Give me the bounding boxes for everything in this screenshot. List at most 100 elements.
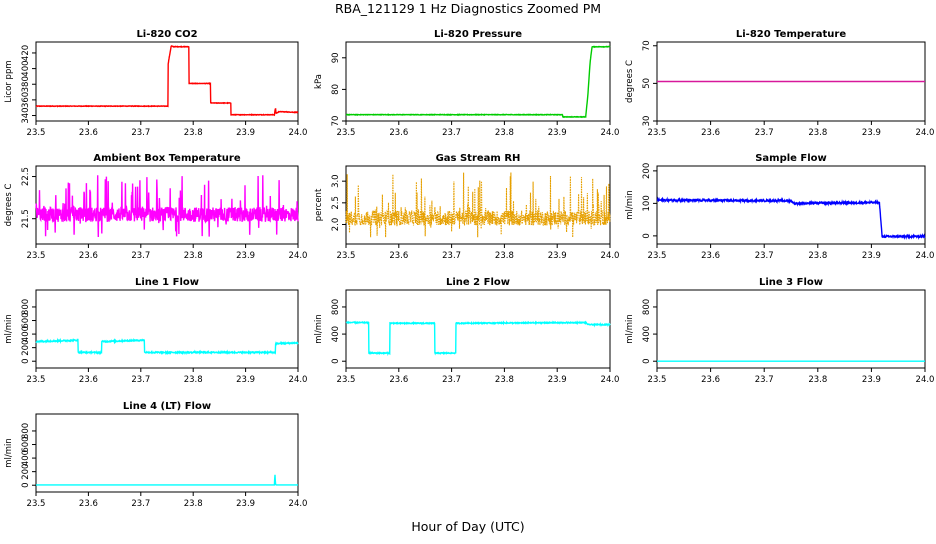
y-tick-label: 90 [331,52,341,63]
x-tick-label: 24.0 [916,375,935,385]
x-tick-label: 23.6 [389,375,408,385]
y-tick-label: 0 [642,233,652,238]
x-tick-label: 23.7 [131,499,150,509]
chart-title: Li-820 Pressure [434,29,522,40]
x-tick-label: 23.5 [337,375,356,385]
x-tick-label: 23.5 [648,251,667,261]
x-tick-label: 24.0 [601,375,620,385]
chart-panel: Sample Flow ml/min 23.5 23.6 23.7 23.8 23.9 24.… [625,153,934,261]
x-tick-label: 23.5 [648,375,667,385]
chart-panel: Li-820 Temperature degrees C 23.5 23.6 23.7 2… [625,29,934,138]
y-tick-label: 30 [642,116,652,127]
series-line [35,337,299,356]
y-tick-label: 800 [331,299,341,315]
x-tick-label: 23.6 [79,375,98,385]
y-tick-label: 420 [21,45,31,61]
x-tick-label: 23.5 [337,128,356,138]
y-tick-label: 380 [21,76,31,92]
x-tick-label: 23.8 [184,375,203,385]
chart-title: Line 2 Flow [446,277,510,288]
x-tick-label: 23.8 [184,499,203,509]
y-axis-label: degrees C [4,184,14,227]
x-tick-label: 23.7 [755,128,774,138]
x-tick-label: 23.8 [184,251,203,261]
y-tick-label: 800 [642,299,652,315]
x-tick-label: 23.6 [389,251,408,261]
x-tick-label: 23.7 [442,128,461,138]
x-tick-label: 23.6 [389,128,408,138]
y-tick-label: 600 [21,312,31,328]
x-tick-label: 23.6 [701,251,720,261]
x-tick-label: 24.0 [601,128,620,138]
x-tick-label: 24.0 [289,251,308,261]
x-tick-label: 23.5 [648,128,667,138]
plot-frame [35,289,299,369]
series-line [35,45,299,117]
x-tick-label: 23.5 [27,128,46,138]
x-tick-label: 23.8 [495,128,514,138]
x-tick-label: 23.6 [701,128,720,138]
x-tick-label: 23.9 [236,375,255,385]
chart-panel: Li-820 Pressure kPa 23.5 23.6 23.7 23.8 23.9 24… [314,29,619,138]
y-axis-label: percent [314,188,324,221]
chart-title: Line 4 (LT) Flow [123,401,211,412]
figure-title: RBA_121129 1 Hz Diagnostics Zoomed PM [335,1,601,16]
chart-title: Sample Flow [755,153,827,164]
x-tick-label: 23.5 [27,251,46,261]
x-tick-label: 23.8 [495,375,514,385]
chart-title: Li-820 Temperature [736,29,846,40]
x-tick-label: 24.0 [289,375,308,385]
y-tick-label: 800 [21,423,31,439]
chart-title: Line 3 Flow [759,277,823,288]
x-tick-label: 24.0 [916,251,935,261]
x-tick-label: 23.6 [79,499,98,509]
y-tick-label: 80 [331,84,341,95]
y-tick-label: 400 [21,450,31,466]
plot-frame [35,413,299,493]
chart-title: Ambient Box Temperature [93,153,240,164]
x-tick-label: 23.5 [27,499,46,509]
y-tick-label: 400 [21,60,31,76]
figure-xlabel: Hour of Day (UTC) [411,519,524,534]
y-tick-label: 100 [642,195,652,211]
y-axis-label: kPa [314,74,324,89]
y-axis-label: Licor ppm [4,60,14,102]
x-tick-label: 23.9 [236,499,255,509]
y-tick-label: 200 [642,163,652,179]
x-tick-label: 23.7 [442,251,461,261]
plot-frame [656,289,926,369]
x-tick-label: 23.7 [755,251,774,261]
y-tick-label: 340 [21,107,31,123]
y-axis-label: degrees C [625,60,635,103]
y-tick-label: 400 [331,326,341,342]
series-line [35,175,299,238]
plot-frame [345,165,611,245]
y-axis-label: ml/min [4,314,14,344]
chart-panel: Line 2 Flow ml/min 23.5 23.6 23.7 23.8 23.9 24.… [314,277,619,385]
y-tick-label: 21.5 [21,209,31,228]
x-tick-label: 24.0 [916,128,935,138]
chart-title: Gas Stream RH [436,153,521,164]
plot-frame [345,41,611,122]
y-tick-label: 200 [21,340,31,356]
chart-panel: Ambient Box Temperature degrees C 23.5 23.6… [4,153,307,261]
y-tick-label: 22.5 [21,167,31,186]
x-tick-label: 23.9 [862,128,881,138]
x-tick-label: 23.6 [79,128,98,138]
x-tick-label: 23.6 [701,375,720,385]
x-tick-label: 23.8 [184,128,203,138]
x-tick-label: 23.9 [862,251,881,261]
x-tick-label: 23.9 [548,251,567,261]
chart-panel: Line 3 Flow ml/min 23.5 23.6 23.7 23.8 23.9 24.… [625,277,934,385]
x-tick-label: 24.0 [601,251,620,261]
x-tick-label: 23.5 [27,375,46,385]
series-line [345,45,611,119]
y-tick-label: 360 [21,92,31,108]
chart-title: Line 1 Flow [135,277,199,288]
y-tick-label: 2.5 [331,196,341,210]
y-tick-label: 0 [642,359,652,364]
chart-panel: Li-820 CO2 Licor ppm 23.5 23.6 23.7 23.8 23.9 2… [4,29,307,138]
y-tick-label: 0 [331,359,341,364]
